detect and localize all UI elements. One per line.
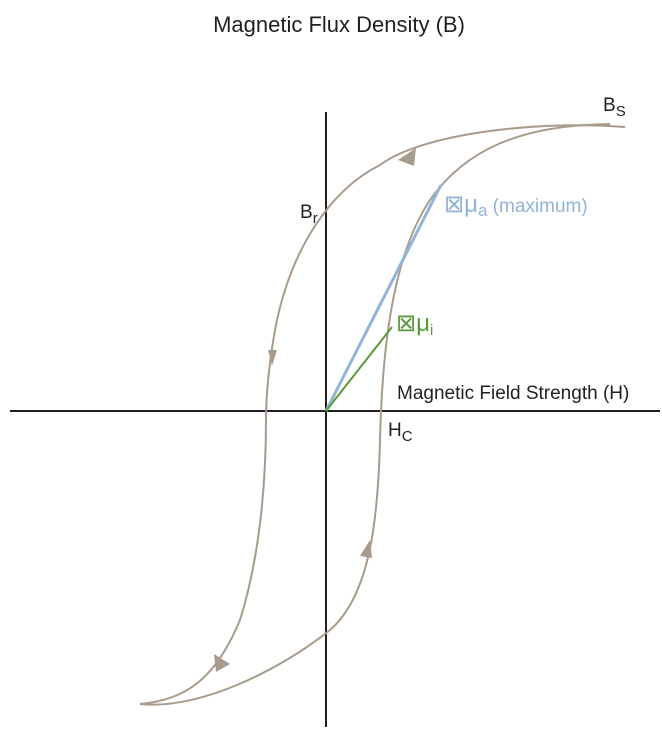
- diagram-title: Magnetic Flux Density (B): [213, 12, 465, 37]
- mu-i-line: [325, 326, 393, 412]
- loop-arrow-left-upper: [268, 350, 277, 366]
- bs-label: BS: [603, 95, 626, 120]
- loop-ascending-branch: [139, 123, 611, 706]
- loop-descending-branch: [139, 124, 626, 705]
- mu-a-line: [324, 184, 443, 412]
- x-axis-label: Magnetic Field Strength (H): [397, 383, 629, 404]
- hc-label: HC: [388, 420, 413, 445]
- mu-i-label: ⊠μi: [396, 310, 433, 339]
- mu-a-label: ⊠μa (maximum): [444, 191, 588, 220]
- loop-arrow-left-lower: [214, 654, 230, 672]
- loop-arrow-right-lower: [360, 540, 372, 558]
- br-label: Br: [300, 202, 318, 227]
- loop-arrow-top: [398, 148, 416, 166]
